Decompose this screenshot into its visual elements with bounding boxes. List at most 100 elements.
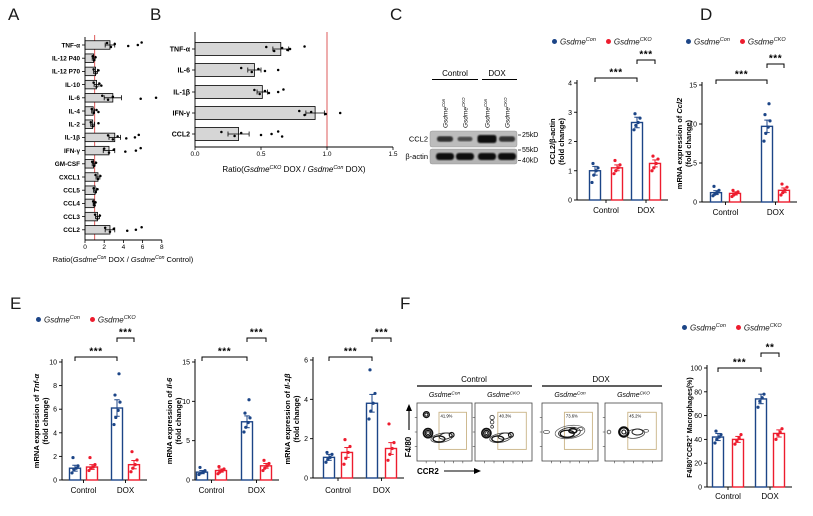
x-tick-label: 0.5 (256, 151, 265, 158)
bar-con-control (711, 436, 725, 488)
x-tick-label: 0 (83, 244, 87, 251)
significance-stars: *** (769, 54, 782, 65)
flow-y-axis-label: F4/80 (404, 436, 413, 457)
y-axis-title: mRNA expression of Il-1β (283, 373, 292, 464)
legend-entry-cko: GsdmeCKO (605, 37, 652, 47)
bar-cko-dox (772, 432, 786, 488)
y-tick-label: 8 (53, 383, 57, 390)
flow: Control DOX GsdmeCon GsdmeCKO GsdmeCon GsdmeC… (404, 375, 663, 476)
legend-label: GsdmeCKO (613, 37, 652, 47)
x-tick-label: 0.0 (190, 151, 199, 158)
actin-band (478, 153, 496, 160)
y-tick-label: 0 (304, 476, 308, 483)
chart-cytokine-ratio-cko-vs-con: TNF-α IL-6 IL-1β IFN-γ CCL2 0.0 0.5 1.0 1.5 Ratio… (170, 32, 398, 174)
plot-E2: 0 5 10 15 Control DOX *** *** mRNA expression of… (165, 328, 279, 495)
x-axis-title: Ratio(GsdmeCon DOX / GsdmeCon Control) (53, 255, 194, 264)
y-tick-label: 60 (694, 413, 702, 420)
y-tick-label: 6 (53, 407, 57, 414)
plot-A: TNF-α IL-12 P40 IL-12 P70 IL-10 IL-6 IL-4 IL-2… (52, 35, 194, 264)
blot-group-label: DOX (488, 69, 506, 78)
plot-E3: 0 2 4 6 Control DOX *** *** mRNA expression of I… (283, 328, 404, 495)
legend-panel-e: GsdmeCon GsdmeCKO (36, 315, 142, 325)
blot-lane-label: GsdmeCKO (503, 97, 511, 128)
group-label: DOX (117, 486, 135, 495)
group-label: Control (715, 492, 741, 501)
significance-stars: ** (766, 343, 775, 354)
bar-cko-dox (648, 162, 662, 201)
significance-stars: *** (639, 50, 652, 61)
legend-dot-icon (739, 39, 745, 45)
category-label: IL-4 (69, 108, 81, 115)
mw-marker-label: 55kD (522, 147, 538, 154)
y-tick-label: 0 (186, 478, 190, 485)
y-tick-label: 2 (568, 139, 572, 146)
legend-dot-icon (735, 325, 741, 331)
category-label: IL-6 (69, 95, 81, 102)
y-tick-label: 15 (689, 83, 697, 90)
bar-cko-control (731, 438, 745, 488)
category-label: IL-1β (173, 90, 190, 97)
flow-group-label: Control (461, 375, 487, 384)
ccl2-band (477, 135, 497, 143)
x-tick-label: 6 (141, 244, 145, 251)
flow-plot-label: GsdmeCKO (487, 390, 520, 399)
blot-lane-label: GsdmeCon (483, 98, 491, 128)
y-axis-title: CCL2/β-actin (548, 118, 557, 165)
y-axis-subtitle: (fold change) (174, 397, 183, 445)
category-label: CCL5 (63, 188, 80, 195)
blot: Control DOX GsdmeCon GsdmeCKO GsdmeCon GsdmeC… (405, 69, 538, 165)
ccl2-band (457, 136, 473, 142)
group-label: Control (325, 486, 351, 495)
flow-gate (438, 411, 467, 450)
y-tick-label: 0 (53, 478, 57, 485)
group-label: Control (199, 486, 225, 495)
flow-plot-3: 45.2% (602, 402, 663, 464)
legend-entry-cko: GsdmeCKO (735, 323, 782, 333)
legend-panel-c: GsdmeCon GsdmeCKO (552, 37, 658, 47)
actin-band (456, 153, 474, 160)
x-tick-label: 8 (160, 244, 164, 251)
ccl2-band (437, 136, 453, 142)
y-axis-title: mRNA expression of Tnf-α (32, 373, 41, 468)
y-tick-label: 10 (49, 360, 57, 367)
blot-lane-label: GsdmeCon (441, 98, 449, 128)
y-tick-label: 80 (694, 389, 702, 396)
significance-stars: *** (609, 68, 622, 79)
chart-il1b-mrna: 0 2 4 6 Control DOX *** *** mRNA expression of I… (283, 328, 404, 495)
blot-lane-label: GsdmeCKO (461, 97, 469, 128)
panel-label-e: E (10, 294, 22, 313)
chart-ccl2-mrna: 0 5 10 15 Control DOX *** *** mRNA expression of… (675, 54, 797, 217)
y-axis-subtitle: (fold change) (684, 119, 693, 167)
bar-con-dox (110, 407, 124, 481)
category-label: IL-12 P70 (52, 69, 81, 76)
category-label: IL-1β (65, 135, 80, 142)
y-tick-label: 0 (568, 198, 572, 205)
group-label: DOX (373, 486, 391, 495)
flow-plot-label: GsdmeCKO (617, 390, 650, 399)
y-axis-subtitle: (fold change) (41, 397, 50, 445)
legend-entry-con: GsdmeCon (36, 315, 80, 325)
flow-plot-label: GsdmeCon (429, 390, 461, 399)
y-tick-label: 4 (304, 397, 308, 404)
bar-IFN-γ (194, 106, 316, 120)
bar-IL-1β (194, 85, 263, 99)
y-axis-title: F4/80+CCR2+ Macrophages(%) (686, 377, 694, 478)
category-label: TNF-α (62, 42, 81, 49)
category-label: IFN-γ (173, 111, 191, 118)
western-blot-ccl2: Control DOX GsdmeCon GsdmeCKO GsdmeCon GsdmeC… (405, 69, 538, 165)
gate-percent-label: 41.9% (441, 413, 453, 418)
legend-entry-con: GsdmeCon (686, 37, 730, 47)
flow-cytometry-plots: Control DOX GsdmeCon GsdmeCKO GsdmeCon GsdmeC… (404, 375, 663, 476)
bar-con-dox (240, 421, 254, 481)
legend-entry-cko: GsdmeCKO (89, 315, 136, 325)
category-label: IL-6 (178, 68, 191, 75)
group-label: Control (713, 208, 739, 217)
legend-label: GsdmeCon (44, 315, 80, 325)
bar-IL-6 (194, 63, 255, 77)
chart-ccl2-protein: 0 1 2 3 4 Control DOX *** *** CCL2/β-actin (fold c… (548, 50, 668, 215)
category-label: CCL3 (63, 214, 80, 221)
plot-D: 0 5 10 15 Control DOX *** *** mRNA expression of… (675, 54, 797, 217)
